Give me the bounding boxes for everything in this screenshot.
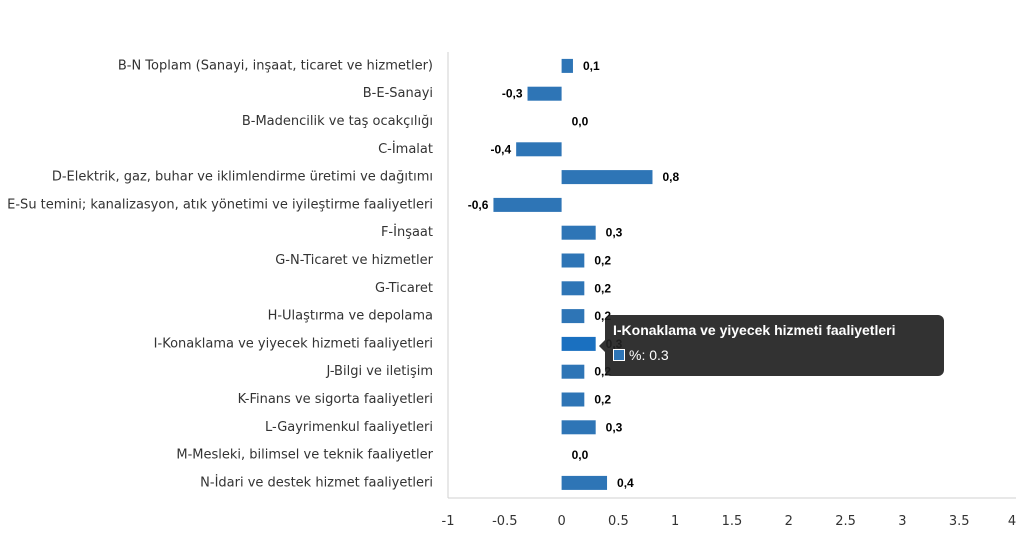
category-label: B-E-Sanayi <box>363 86 433 101</box>
x-axis-ticks: -1 -0.5 0 0.5 1 1.5 2 2.5 3 3.5 4 <box>442 514 1017 529</box>
x-tick-label: 1 <box>671 514 679 529</box>
data-label: 0,4 <box>617 476 634 490</box>
category-label: C-İmalat <box>378 141 433 157</box>
x-tick-label: 0.5 <box>608 514 629 529</box>
tooltip-series-swatch <box>613 349 625 361</box>
x-tick-label: 4 <box>1008 514 1016 529</box>
category-label: F-İnşaat <box>381 224 433 240</box>
tooltip-value: %: 0.3 <box>629 347 669 363</box>
category-labels: B-N Toplam (Sanayi, inşaat, ticaret ve h… <box>7 58 433 490</box>
data-label: 0,2 <box>594 254 611 268</box>
tooltip-value-row: %: 0.3 <box>613 347 936 363</box>
category-label: K-Finans ve sigorta faaliyetleri <box>238 392 433 407</box>
category-label: J-Bilgi ve iletişim <box>325 364 433 379</box>
data-label: 0,2 <box>594 281 611 295</box>
x-tick-label: -1 <box>442 514 455 529</box>
data-label: 0,8 <box>662 170 679 184</box>
category-label: N-İdari ve destek hizmet faaliyetleri <box>200 474 433 490</box>
tooltip: I-Konaklama ve yiyecek hizmeti faaliyetl… <box>599 315 944 376</box>
category-label: B-N Toplam (Sanayi, inşaat, ticaret ve h… <box>118 58 433 73</box>
data-label: 0,3 <box>606 226 623 240</box>
category-label: I-Konaklama ve yiyecek hizmeti faaliyetl… <box>154 336 433 351</box>
bar[interactable] <box>561 170 653 185</box>
x-tick-label: 2 <box>785 514 793 529</box>
bar[interactable] <box>561 392 585 407</box>
bar[interactable] <box>561 364 585 379</box>
data-label: -0,6 <box>468 198 489 212</box>
bar[interactable] <box>561 58 573 73</box>
category-label: E-Su temini; kanalizasyon, atık yönetimi… <box>7 197 433 212</box>
tooltip-title: I-Konaklama ve yiyecek hizmeti faaliyetl… <box>613 322 896 338</box>
category-label: G-Ticaret <box>375 281 433 296</box>
bars <box>493 58 653 490</box>
x-tick-label: -0.5 <box>492 514 517 529</box>
bar[interactable] <box>561 475 608 490</box>
data-label: 0,3 <box>606 420 623 434</box>
bar[interactable] <box>561 420 596 435</box>
category-label: L-Gayrimenkul faaliyetleri <box>265 420 433 435</box>
x-tick-label: 0 <box>557 514 565 529</box>
bar[interactable] <box>561 309 585 324</box>
bar[interactable] <box>493 197 562 212</box>
x-tick-label: 1.5 <box>722 514 743 529</box>
data-label: -0,3 <box>502 87 523 101</box>
data-label: 0,2 <box>594 393 611 407</box>
x-tick-label: 3.5 <box>949 514 970 529</box>
category-label: H-Ulaştırma ve depolama <box>268 309 433 324</box>
category-label: M-Mesleki, bilimsel ve teknik faaliyetle… <box>176 448 433 463</box>
category-label: B-Madencilik ve taş ocakçılığı <box>242 114 433 129</box>
data-label: -0,4 <box>490 142 511 156</box>
bar[interactable] <box>516 142 562 157</box>
category-label: D-Elektrik, gaz, buhar ve iklimlendirme … <box>52 170 433 185</box>
data-label: 0,0 <box>572 448 589 462</box>
x-tick-label: 2.5 <box>835 514 856 529</box>
bar[interactable] <box>561 336 596 351</box>
tooltip-arrow <box>599 340 605 352</box>
x-tick-label: 3 <box>898 514 906 529</box>
bar[interactable] <box>561 225 596 240</box>
bar[interactable] <box>561 253 585 268</box>
data-label: 0,1 <box>583 59 600 73</box>
bar[interactable] <box>561 281 585 296</box>
bar[interactable] <box>527 86 562 101</box>
data-label: 0,0 <box>572 115 589 129</box>
category-label: G-N-Ticaret ve hizmetler <box>275 253 433 268</box>
